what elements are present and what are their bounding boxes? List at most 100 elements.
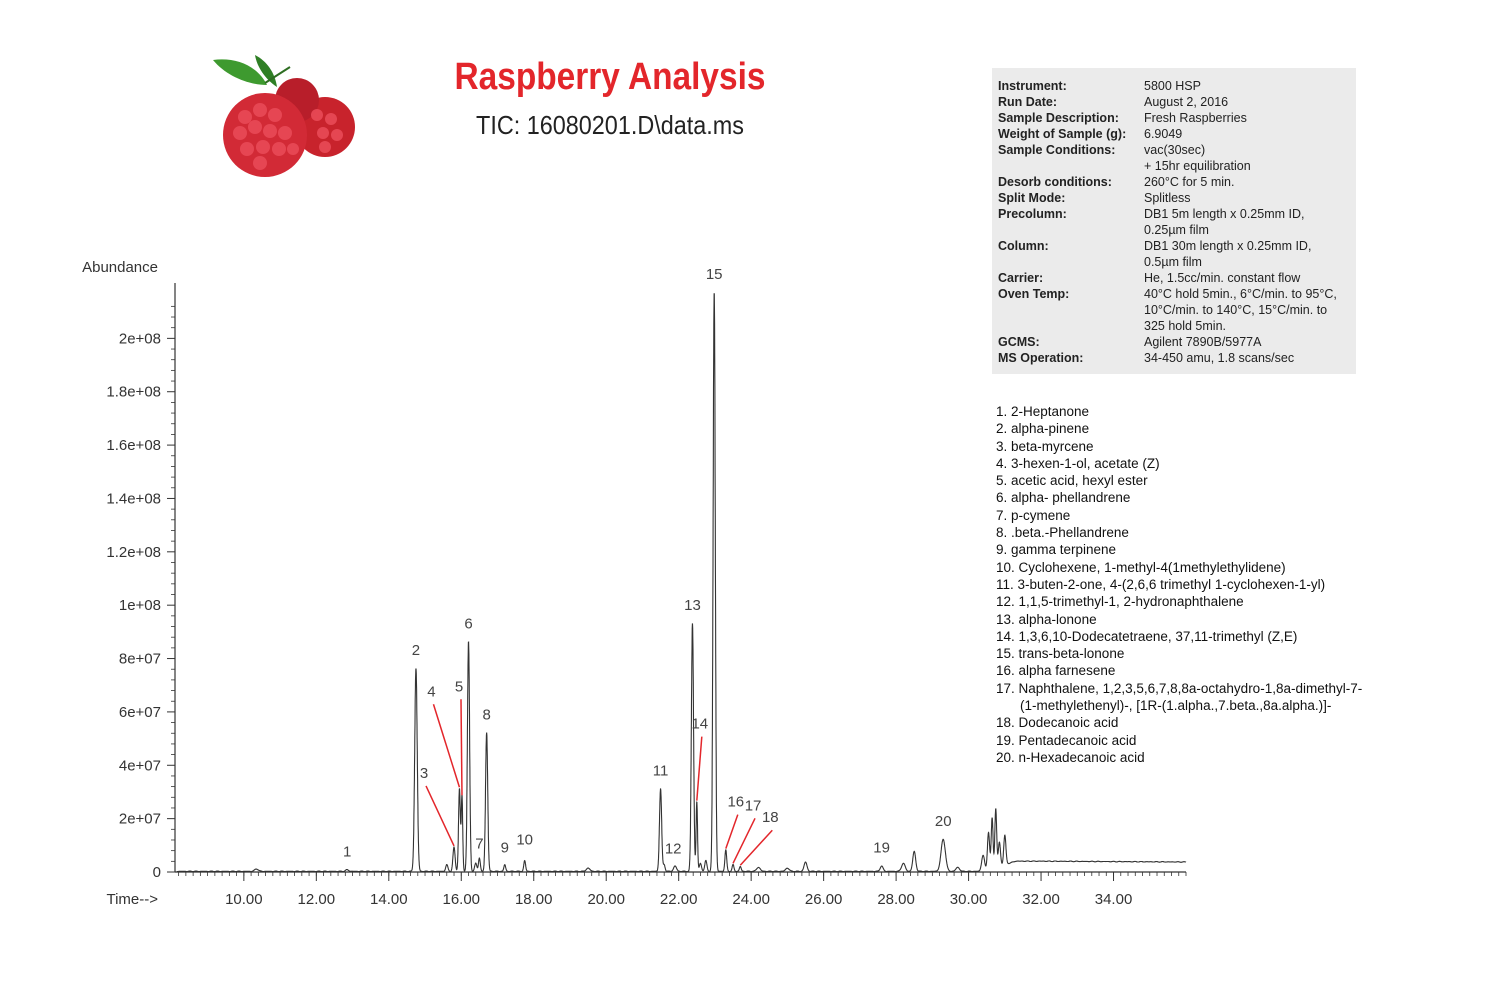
x-tick-label: 34.00: [1095, 891, 1133, 908]
y-axis-label: Abundance: [82, 259, 158, 276]
compound-item: 14. 1,3,6,10-Dodecatetraene, 37,11-trime…: [996, 628, 1362, 645]
chromatogram-trace: [176, 293, 1187, 873]
info-value: August 2, 2016: [1144, 94, 1350, 110]
compound-item: 2. alpha-pinene: [996, 420, 1362, 437]
info-key: Instrument:: [998, 79, 1067, 93]
y-tick-label: 2e+08: [119, 330, 161, 347]
compound-label: 9. gamma terpinene: [996, 542, 1117, 558]
peak-label: 16: [727, 794, 744, 811]
peak-label: 6: [464, 616, 472, 633]
info-row: Run Date: August 2, 2016: [998, 94, 1350, 110]
y-tick-label: 1.8e+08: [106, 384, 161, 401]
y-tick-label: 1.4e+08: [106, 490, 161, 507]
peak-pointer-line: [460, 699, 463, 796]
peak-pointer-line: [732, 818, 756, 864]
compound-label: 6. alpha- phellandrene: [996, 490, 1131, 506]
peak-label: 18: [762, 809, 779, 826]
x-tick-label: 30.00: [950, 891, 988, 908]
compound-label: 20. n-Hexadecanoic acid: [996, 749, 1145, 765]
compound-item: 1. 2-Heptanone: [996, 403, 1362, 420]
x-tick-label: 24.00: [732, 891, 770, 908]
compound-label: 19. Pentadecanoic acid: [996, 732, 1137, 748]
compound-label: 12. 1,1,5-trimethyl-1, 2-hydronaphthalen…: [996, 594, 1244, 610]
info-key: Oven Temp:: [998, 287, 1070, 301]
compound-label: 7. p-cymene: [996, 507, 1071, 523]
peak-label: 15: [706, 266, 723, 283]
peak-label: 10: [516, 831, 533, 848]
peak-pointer-line: [432, 704, 461, 788]
info-value: 5800 HSP: [1144, 78, 1350, 94]
peak-label: 5: [455, 678, 463, 695]
x-tick-label: 20.00: [587, 891, 625, 908]
compound-item: 20. n-Hexadecanoic acid: [996, 749, 1362, 766]
info-row: Instrument: 5800 HSP: [998, 78, 1350, 94]
peak-label: 2: [412, 642, 420, 659]
info-value: Agilent 7890B/5977A: [1144, 334, 1350, 350]
info-value-line: 325 hold 5min.: [1144, 319, 1227, 333]
info-row: Precolumn: DB1 5m length x 0.25mm ID, 0.25…: [998, 206, 1350, 238]
compound-label: 4. 3-hexen-1-ol, acetate (Z): [996, 455, 1160, 471]
compound-label: 11. 3-buten-2-one, 4-(2,6,6 trimethyl 1-…: [996, 576, 1326, 592]
peak-label: 11: [653, 762, 669, 779]
peak-label: 13: [684, 597, 701, 614]
info-key: Run Date:: [998, 95, 1058, 109]
chart-title: Raspberry Analysis: [454, 56, 766, 98]
compound-item: 5. acetic acid, hexyl ester: [996, 472, 1362, 489]
compound-item: 19. Pentadecanoic acid: [996, 732, 1362, 749]
compound-label: (1-methylethenyl)-, [1R-(1.alpha.,7.beta…: [1020, 698, 1332, 714]
compound-item: 18. Dodecanoic acid: [996, 714, 1362, 731]
compound-item: 10. Cyclohexene, 1-methyl-4(1methylethyl…: [996, 559, 1362, 576]
peak-label: 3: [420, 765, 428, 782]
info-row: MS Operation: 34-450 amu, 1.8 scans/sec: [998, 350, 1350, 366]
info-value-line: 0.5µm film: [1144, 255, 1202, 269]
compound-label: 16. alpha farnesene: [996, 663, 1116, 679]
info-value-line: + 15hr equilibration: [1144, 159, 1251, 173]
compound-label: 8. .beta.-Phellandrene: [996, 525, 1129, 541]
info-value: 34-450 amu, 1.8 scans/sec: [1144, 350, 1350, 366]
info-value: Splitless: [1144, 190, 1350, 206]
compound-item: 7. p-cymene: [996, 507, 1362, 524]
peak-label: 14: [691, 716, 708, 733]
y-tick-label: 1.6e+08: [106, 437, 161, 454]
peak-pointer-line: [425, 785, 455, 847]
info-row: Split Mode: Splitless: [998, 190, 1350, 206]
y-tick-label: 8e+07: [119, 651, 161, 668]
info-row: Column: DB1 30m length x 0.25mm ID, 0.5µm …: [998, 238, 1350, 270]
info-value-line: 260°C for 5 min.: [1144, 175, 1235, 189]
info-row: Sample Conditions: vac(30sec) + 15hr equil…: [998, 142, 1350, 174]
peak-label: 8: [482, 706, 490, 723]
info-value-line: 10°C/min. to 140°C, 15°C/min. to: [1144, 303, 1328, 317]
info-value-line: 40°C hold 5min., 6°C/min. to 95°C,: [1144, 287, 1337, 301]
info-key: Weight of Sample (g):: [998, 127, 1127, 141]
compound-item: 8. .beta.-Phellandrene: [996, 524, 1362, 541]
info-value: DB1 30m length x 0.25mm ID, 0.5µm film: [1144, 238, 1350, 270]
peak-pointer-line: [696, 736, 703, 801]
info-value-line: Splitless: [1144, 191, 1191, 205]
info-row: Carrier: He, 1.5cc/min. constant flow: [998, 270, 1350, 286]
info-value-line: DB1 5m length x 0.25mm ID,: [1144, 207, 1305, 221]
compound-label: 3. beta-myrcene: [996, 438, 1094, 454]
info-key: GCMS:: [998, 335, 1040, 349]
y-tick-label: 1.2e+08: [106, 544, 161, 561]
compound-label: 13. alpha-lonone: [996, 611, 1097, 627]
compound-label: 15. trans-beta-lonone: [996, 646, 1125, 662]
compound-item: 9. gamma terpinene: [996, 541, 1362, 558]
info-row: Oven Temp: 40°C hold 5min., 6°C/min. to 9…: [998, 286, 1350, 334]
compound-item: 6. alpha- phellandrene: [996, 489, 1362, 506]
x-axis-label: Time-->: [106, 891, 158, 908]
info-value-line: 0.25µm film: [1144, 223, 1209, 237]
info-value-line: vac(30sec): [1144, 143, 1206, 157]
info-value-line: 6.9049: [1144, 127, 1183, 141]
compound-item: 12. 1,1,5-trimethyl-1, 2-hydronaphthalen…: [996, 593, 1362, 610]
info-key: Carrier:: [998, 271, 1044, 285]
info-value: DB1 5m length x 0.25mm ID, 0.25µm film: [1144, 206, 1350, 238]
instrument-info-panel: Instrument: 5800 HSP Run Date: August 2, 20…: [992, 68, 1356, 374]
x-tick-label: 14.00: [370, 891, 408, 908]
info-key: Sample Description:: [998, 111, 1119, 125]
x-tick-label: 32.00: [1022, 891, 1060, 908]
info-value: 260°C for 5 min.: [1144, 174, 1350, 190]
x-tick-label: 28.00: [877, 891, 915, 908]
x-tick-label: 26.00: [805, 891, 843, 908]
info-row: Weight of Sample (g): 6.9049: [998, 126, 1350, 142]
